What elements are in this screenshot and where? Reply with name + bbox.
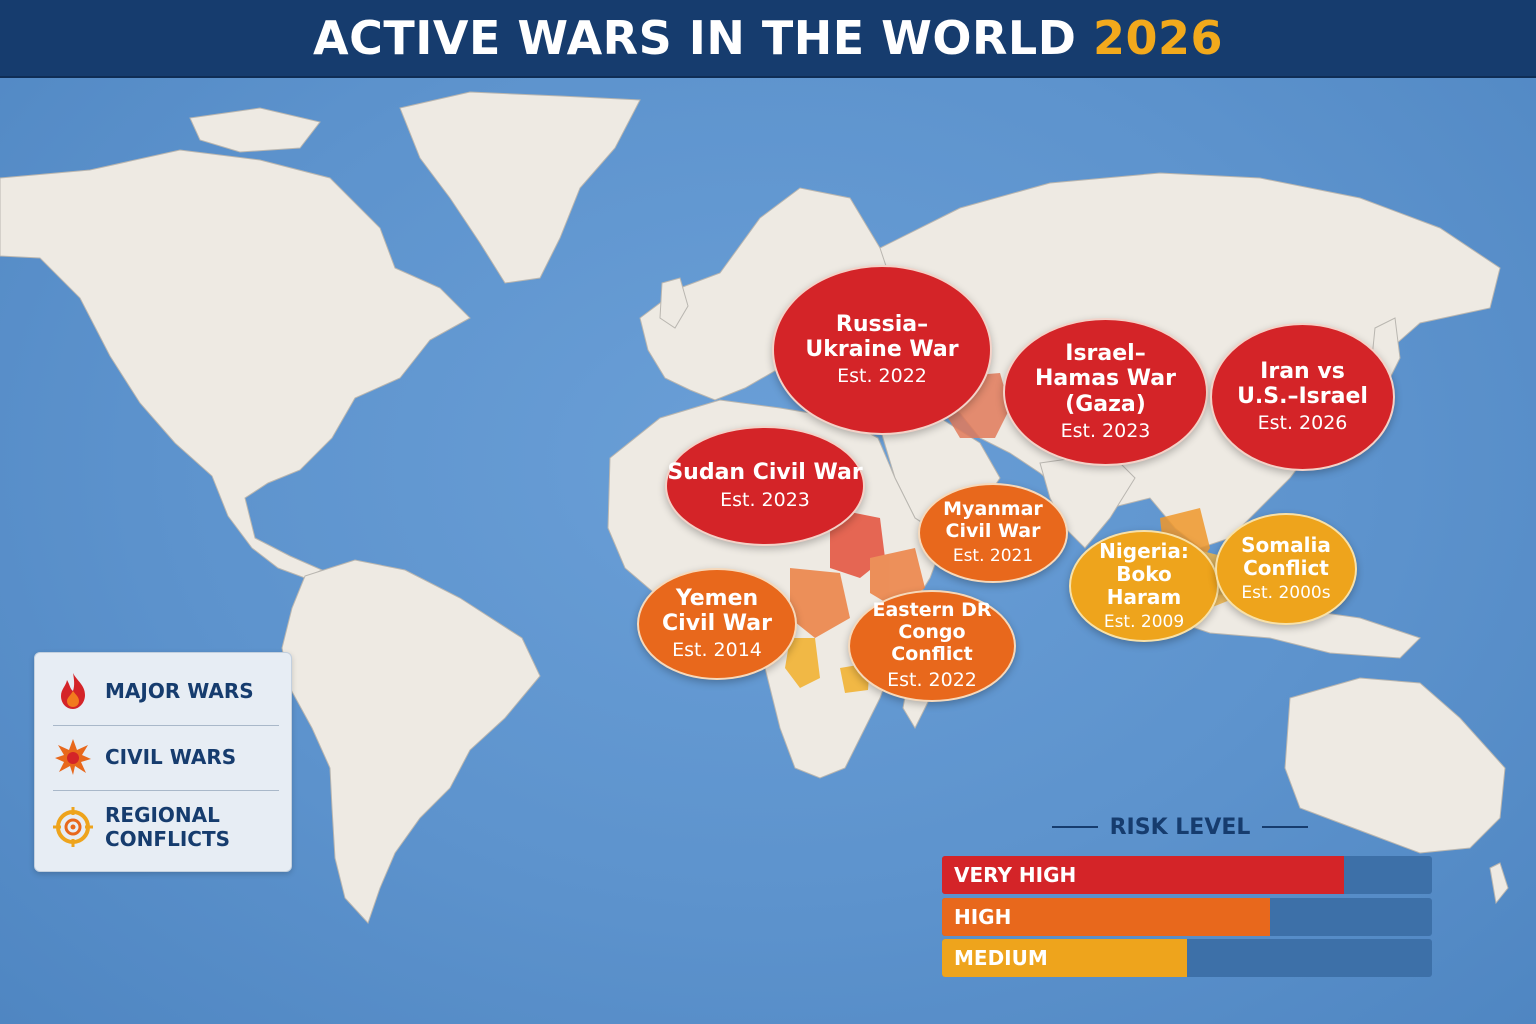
legend-label: REGIONAL CONFLICTS <box>105 803 230 851</box>
risk-bar-high: HIGH <box>942 898 1432 936</box>
landmass-greenland <box>399 91 641 284</box>
conflict-established: Est. 2023 <box>720 488 810 511</box>
landmass-north-america <box>0 149 471 579</box>
title-text: ACTIVE WARS IN THE WORLD <box>313 11 1077 65</box>
landmass-new-zealand <box>1489 862 1509 905</box>
conflict-name: Russia–Ukraine War <box>805 311 959 363</box>
risk-bar-label: HIGH <box>954 905 1012 929</box>
conflict-name: Israel–Hamas War (Gaza) <box>1035 341 1176 417</box>
conflict-established: Est. 2014 <box>672 639 762 662</box>
landmass-australia <box>1284 677 1506 854</box>
title-year: 2026 <box>1092 11 1223 65</box>
risk-bar-medium: MEDIUM <box>942 939 1432 977</box>
legend-item-civil-wars: CIVIL WARS <box>53 737 278 777</box>
conflict-bubble-israel-hamas[interactable]: Israel–Hamas War (Gaza) Est. 2023 <box>1003 318 1208 466</box>
risk-bar-label: VERY HIGH <box>954 863 1077 887</box>
conflict-name: Nigeria: Boko Haram <box>1099 538 1189 609</box>
conflict-bubble-eastern-dr-congo[interactable]: Eastern DR Congo Conflict Est. 2022 <box>848 590 1016 702</box>
conflict-name: Yemen Civil War <box>662 585 772 637</box>
legend-divider <box>53 790 279 791</box>
legend-label: MAJOR WARS <box>105 679 254 703</box>
legend-panel: MAJOR WARS CIVIL WARS REGIONAL CONFLICTS <box>34 652 292 872</box>
conflict-name: Sudan Civil War <box>667 460 863 486</box>
conflict-established: Est. 2022 <box>837 365 927 388</box>
conflict-bubble-yemen[interactable]: Yemen Civil War Est. 2014 <box>637 568 797 680</box>
region-nigeria <box>785 638 820 688</box>
legend-item-regional-conflicts: REGIONAL CONFLICTS <box>53 803 278 851</box>
landmass-uk <box>659 277 689 329</box>
conflict-bubble-myanmar[interactable]: Myanmar Civil War Est. 2021 <box>918 483 1068 583</box>
risk-bar-fill <box>942 939 1187 977</box>
risk-bar-fill <box>942 856 1344 894</box>
conflict-established: Est. 2022 <box>887 668 977 691</box>
landmass-south-america <box>281 559 541 924</box>
title-bar: ACTIVE WARS IN THE WORLD 2026 <box>0 0 1536 78</box>
conflict-name: Iran vs U.S.–Israel <box>1237 358 1368 410</box>
landmass-arctic-islands <box>189 107 321 153</box>
conflict-established: Est. 2023 <box>1060 420 1151 443</box>
risk-level-heading: RISK LEVEL <box>1050 810 1310 844</box>
conflict-established: Est. 2021 <box>952 546 1034 567</box>
legend-divider <box>53 725 279 726</box>
conflict-established: Est. 2000s <box>1241 583 1331 604</box>
page-title: ACTIVE WARS IN THE WORLD 2026 <box>313 11 1223 65</box>
flame-icon <box>61 673 85 709</box>
conflict-name: Somalia Conflict <box>1241 533 1331 581</box>
conflict-bubble-sudan[interactable]: Sudan Civil War Est. 2023 <box>665 426 865 546</box>
conflict-established: Est. 2009 <box>1103 611 1185 632</box>
legend-item-major-wars: MAJOR WARS <box>53 671 278 711</box>
risk-bar-very-high: VERY HIGH <box>942 856 1432 894</box>
conflict-bubble-nigeria-boko-haram[interactable]: Nigeria: Boko Haram Est. 2009 <box>1069 530 1219 642</box>
conflict-name: Eastern DR Congo Conflict <box>872 599 992 665</box>
conflict-bubble-russia-ukraine[interactable]: Russia–Ukraine War Est. 2022 <box>772 265 992 435</box>
crosshair-icon <box>53 807 93 847</box>
region-sahel <box>790 568 850 638</box>
risk-title: RISK LEVEL <box>1109 814 1251 840</box>
legend-label: CIVIL WARS <box>105 745 237 769</box>
risk-heading-line-left <box>1051 826 1098 828</box>
conflict-bubble-iran-us-israel[interactable]: Iran vs U.S.–Israel Est. 2026 <box>1210 323 1395 471</box>
risk-heading-line-right <box>1262 826 1309 828</box>
conflict-established: Est. 2026 <box>1257 412 1348 435</box>
conflict-name: Myanmar Civil War <box>943 498 1043 543</box>
risk-bar-label: MEDIUM <box>954 946 1048 970</box>
conflict-bubble-somalia[interactable]: Somalia Conflict Est. 2000s <box>1215 513 1357 625</box>
risk-bar-fill <box>942 898 1271 936</box>
explosion-icon <box>55 739 91 775</box>
